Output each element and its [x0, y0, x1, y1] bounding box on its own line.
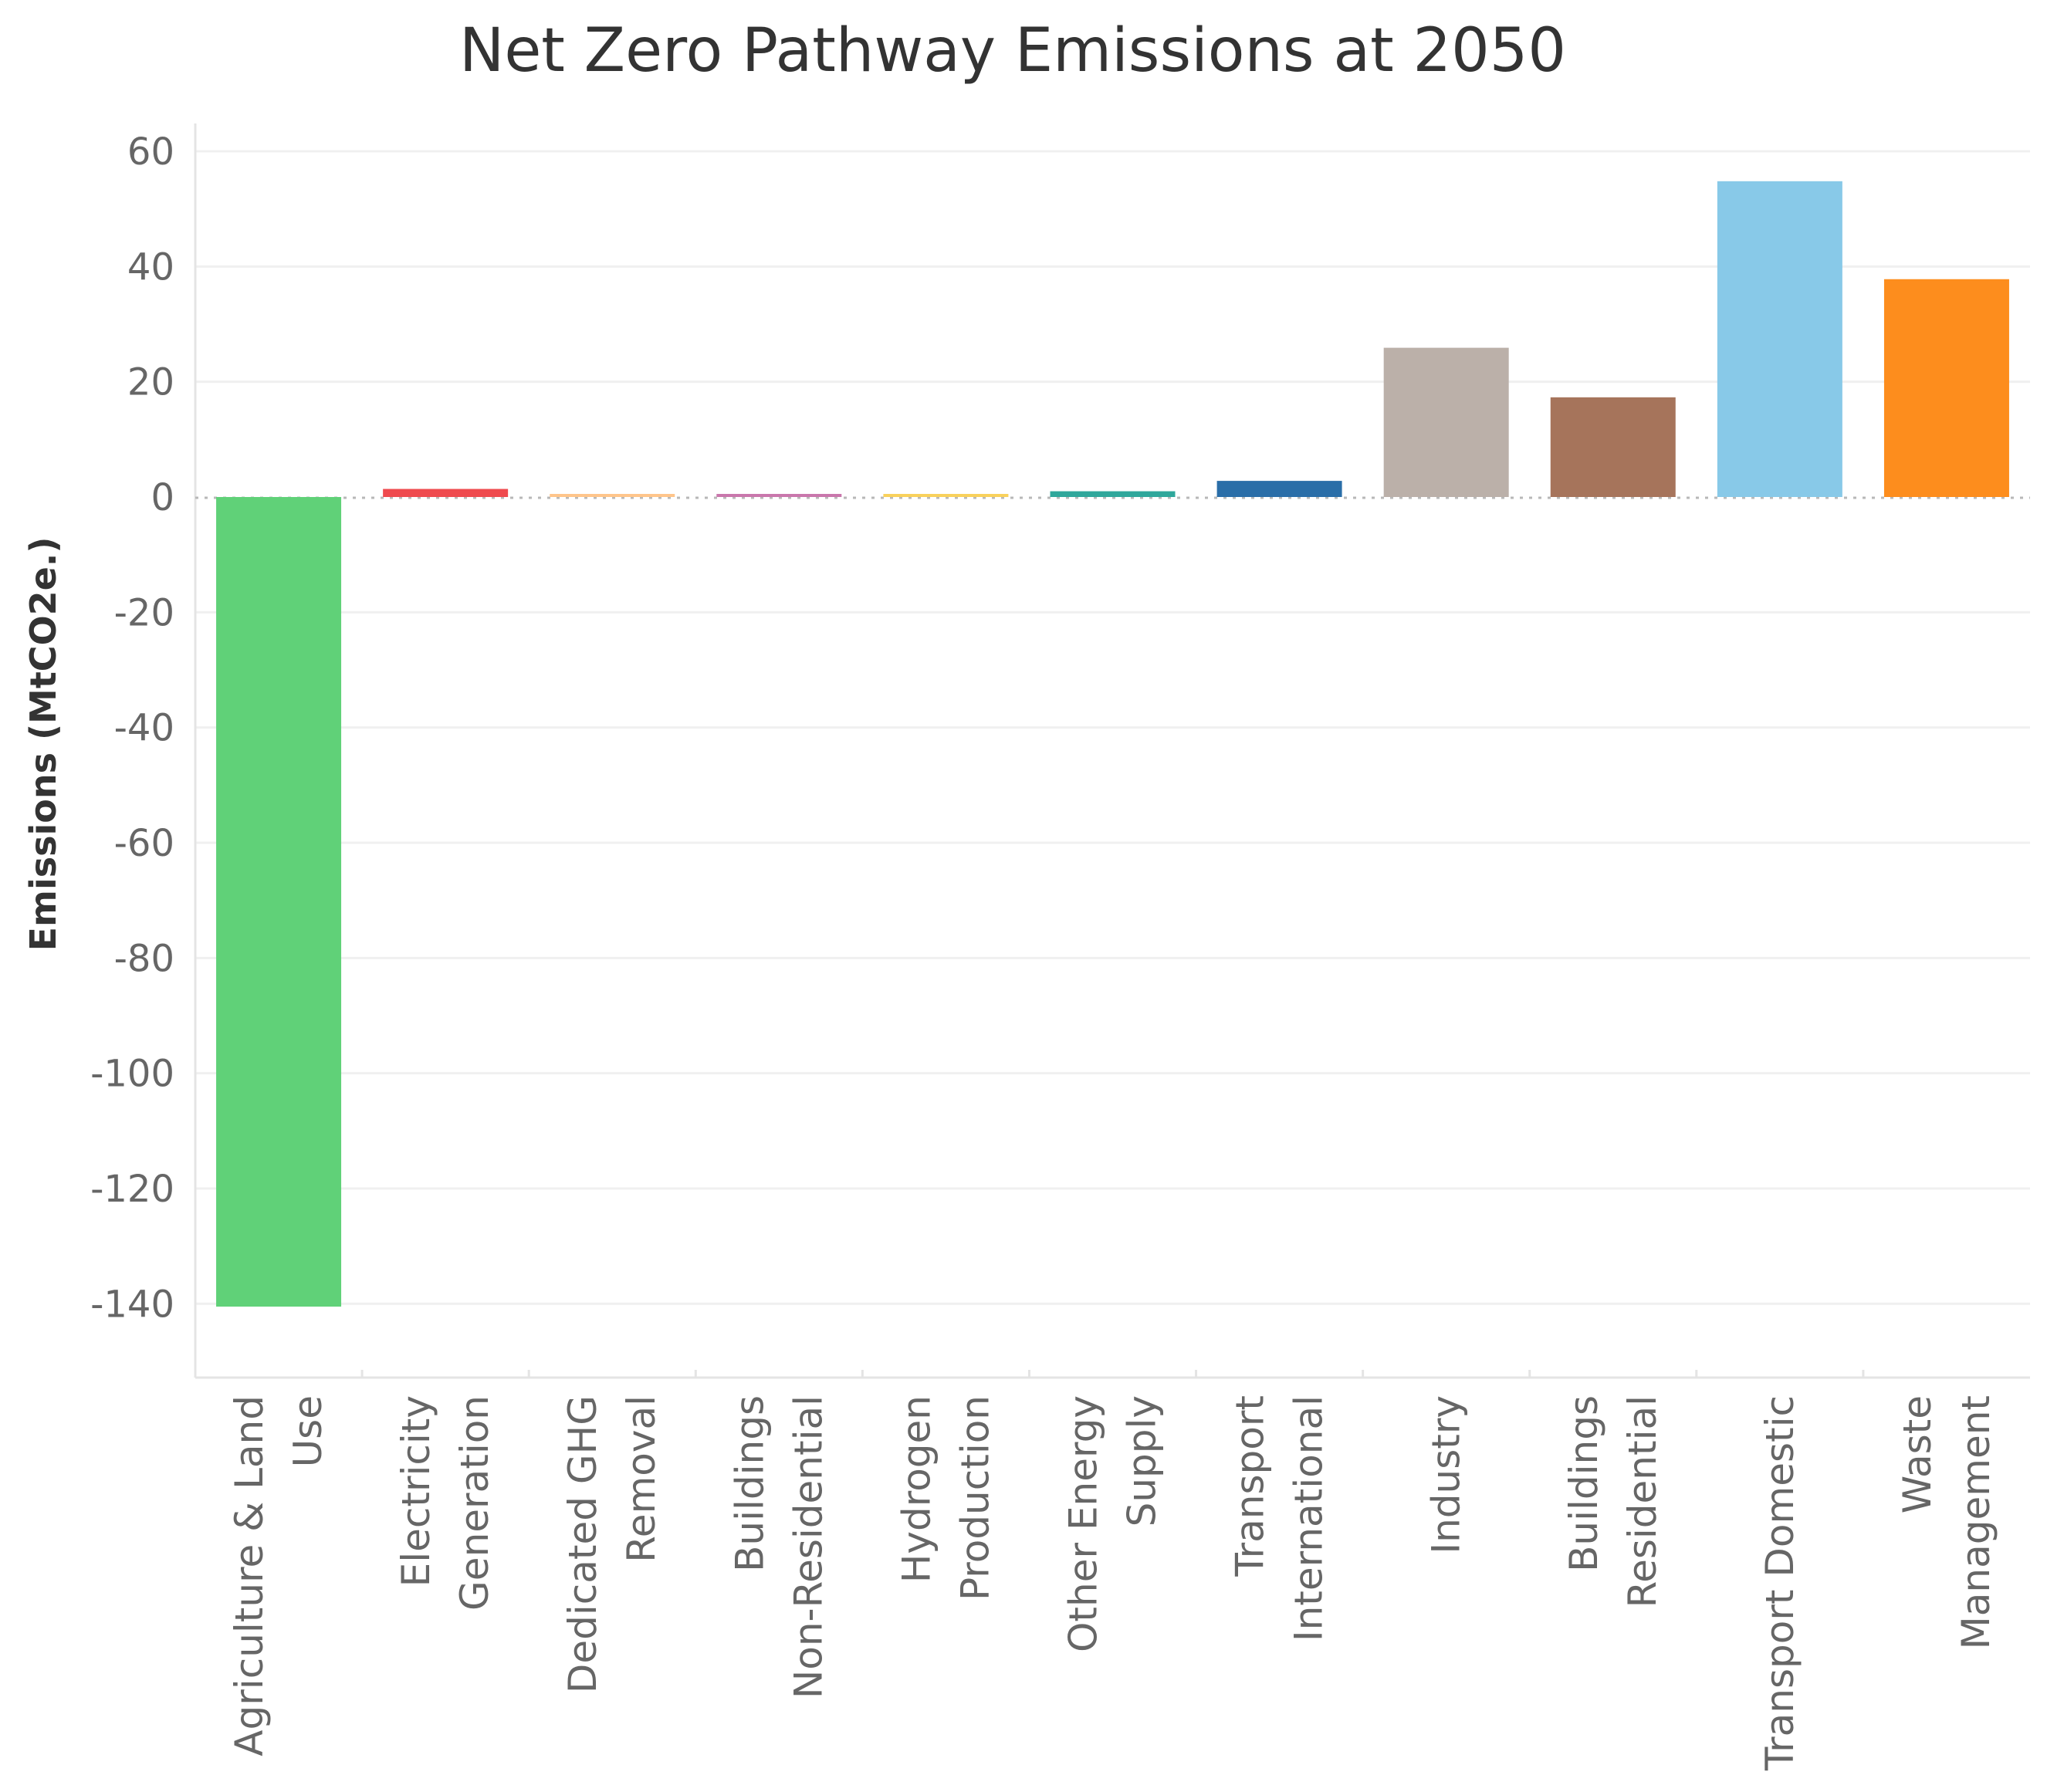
bar	[716, 494, 842, 497]
x-tick-label: Transport Domestic	[1758, 1395, 1802, 1771]
x-tick-label: Use	[286, 1395, 330, 1467]
bar	[883, 494, 1009, 497]
bar	[1550, 397, 1676, 497]
x-tick-label: Management	[1954, 1395, 1998, 1649]
x-tick-label: Removal	[619, 1395, 664, 1563]
bar	[1050, 491, 1176, 497]
bar	[1717, 181, 1842, 497]
x-tick-label: Non-Residential	[786, 1395, 831, 1699]
x-tick-label: Hydrogen	[894, 1395, 939, 1583]
y-tick-label: 0	[151, 476, 174, 519]
bar	[1883, 279, 2009, 497]
y-tick-label: -100	[90, 1053, 174, 1096]
x-tick-label: Supply	[1120, 1395, 1165, 1527]
x-tick-label: Agriculture & Land	[227, 1395, 272, 1756]
y-tick-label: 20	[127, 361, 174, 404]
x-tick-label: Generation	[452, 1395, 497, 1611]
x-tick-label: Transport	[1228, 1395, 1273, 1577]
x-tick-label: Production	[952, 1395, 997, 1601]
y-tick-label: -20	[114, 591, 174, 634]
gridlines	[195, 150, 2030, 1305]
y-tick-label: -40	[114, 707, 174, 750]
x-tick-label: Other Energy	[1061, 1395, 1106, 1652]
x-tick-label: Residential	[1620, 1395, 1665, 1608]
y-tick-label: -60	[114, 822, 174, 865]
x-tick-labels: Agriculture & Land Use Electricity Generati…	[227, 1395, 1998, 1771]
y-tick-labels: 60 40 20 0 -20 -40 -60 -80 -100 -120 -140	[90, 130, 174, 1326]
axes	[194, 123, 2030, 1379]
bar	[216, 497, 342, 1307]
y-tick-label: -120	[90, 1168, 174, 1211]
x-tick-label: Electricity	[394, 1395, 438, 1587]
bar	[1216, 481, 1342, 497]
x-tick-label: International	[1287, 1395, 1331, 1642]
y-tick-label: 60	[127, 130, 174, 174]
y-axis-title: Emissions (MtCO2e.)	[22, 537, 64, 952]
bar	[1383, 347, 1509, 497]
x-tick-label: Waste	[1895, 1395, 1940, 1513]
bar	[550, 494, 675, 497]
x-tick-label: Industry	[1424, 1395, 1469, 1554]
x-tick-label: Buildings	[727, 1395, 772, 1572]
chart-title: Net Zero Pathway Emissions at 2050	[459, 16, 1566, 86]
bars	[216, 181, 2009, 1307]
y-tick-label: -80	[114, 937, 174, 980]
y-tick-label: 40	[127, 245, 174, 289]
y-tick-label: -140	[90, 1283, 174, 1326]
x-tick-label: Dedicated GHG	[560, 1395, 605, 1693]
bar	[383, 489, 509, 497]
x-tick-label: Buildings	[1561, 1395, 1606, 1572]
